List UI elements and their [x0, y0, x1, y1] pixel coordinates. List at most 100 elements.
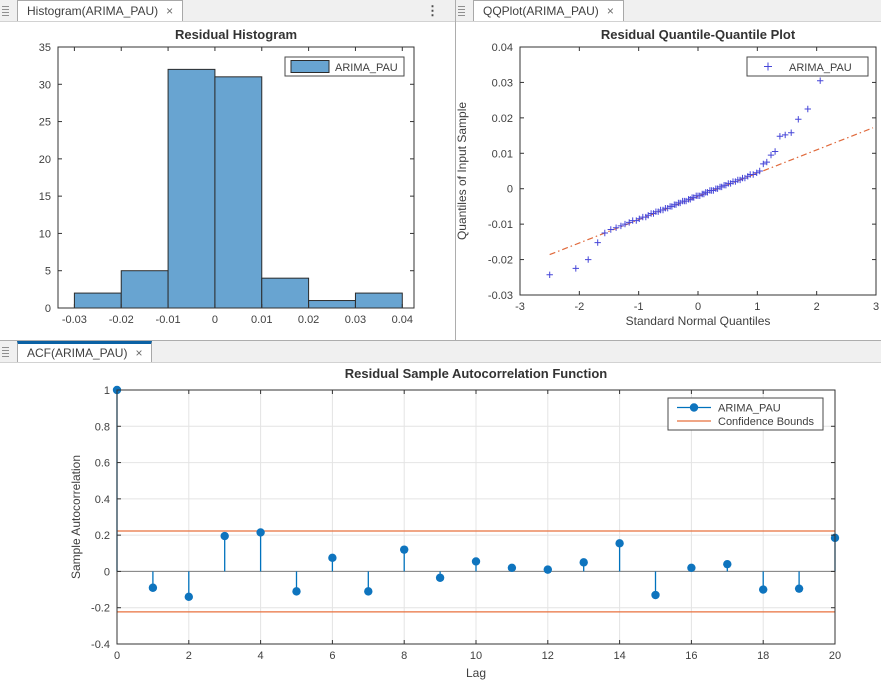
panel-grip-handle[interactable] — [0, 341, 15, 362]
tick-label: 35 — [39, 42, 51, 54]
tick-label: 0.6 — [95, 458, 110, 470]
tick-label: 0.4 — [95, 494, 110, 506]
tick-label: 0 — [212, 314, 218, 326]
tick-label: 0.01 — [251, 314, 272, 326]
tick-label: 0 — [104, 566, 110, 578]
tick-label: 4 — [258, 650, 264, 662]
plot-title: Residual Histogram — [175, 27, 297, 42]
histogram-chart: -0.03 -0.02 -0.01 0 0.01 0.02 0.03 0.04 0 5 10 15 20… — [39, 27, 415, 326]
tick-label: 0 — [114, 650, 120, 662]
tab-histogram-label: Histogram(ARIMA_PAU) — [27, 4, 159, 18]
acf-marker — [292, 587, 301, 596]
tick-label: 10 — [470, 650, 482, 662]
acf-marker — [400, 545, 409, 554]
legend-swatch — [290, 60, 330, 73]
tick-label: 0.2 — [95, 530, 110, 542]
legend-marker — [764, 62, 772, 71]
histogram-bar — [214, 76, 263, 309]
legend-label: ARIMA_PAU — [335, 62, 398, 74]
x-axis-label: Lag — [466, 666, 486, 680]
tick-label: -0.02 — [488, 255, 513, 267]
tick-label: 14 — [613, 650, 625, 662]
panel-histogram: Histogram(ARIMA_PAU) × ⋮ -0.03 -0.02 -0.01… — [0, 0, 456, 341]
tick-label: 0.03 — [345, 314, 366, 326]
histogram-bar — [73, 292, 122, 309]
panel-grip-handle[interactable] — [456, 0, 471, 21]
acf-marker — [328, 553, 337, 563]
acf-marker — [794, 584, 804, 593]
panel-qqplot: QQPlot(ARIMA_PAU) × -3 -2 -1 0 1 2 3 -0.03 -0.02… — [456, 0, 881, 341]
panel-acf: ACF(ARIMA_PAU) × 0 2 4 6 8 10 12 14 16 18 20 -0.4 -0… — [0, 341, 881, 684]
histogram-bar — [167, 68, 216, 309]
legend-label: ARIMA_PAU — [718, 403, 781, 415]
tick-label: 10 — [39, 228, 51, 240]
legend-label: ARIMA_PAU — [789, 62, 852, 74]
axes-background — [520, 47, 876, 295]
tick-label: -0.02 — [109, 314, 134, 326]
tick-label: 30 — [39, 79, 51, 91]
axes-box — [57, 46, 415, 309]
tick-label: 1 — [754, 301, 760, 313]
histogram-bar — [120, 270, 169, 309]
tick-label: 0.04 — [392, 314, 413, 326]
panel-grip-handle[interactable] — [0, 0, 15, 21]
tick-label: 0.01 — [492, 148, 513, 160]
tick-label: 0 — [507, 184, 513, 196]
histogram-bar — [308, 300, 356, 309]
tick-label: 15 — [39, 191, 51, 203]
legend-label: Confidence Bounds — [718, 416, 815, 428]
acf-marker — [723, 559, 732, 569]
tick-label: -0.01 — [156, 314, 181, 326]
acf-marker — [543, 565, 552, 574]
acf-marker — [220, 531, 229, 541]
tick-label: 0.03 — [492, 77, 513, 89]
acf-marker — [507, 563, 517, 572]
tick-label: -0.03 — [488, 290, 513, 302]
tick-label: -1 — [634, 301, 644, 313]
tick-label: 18 — [757, 650, 769, 662]
tick-label: 3 — [873, 301, 879, 313]
tab-acf-label: ACF(ARIMA_PAU) — [27, 346, 128, 360]
tick-label: 0 — [45, 303, 51, 315]
acf-tabbar: ACF(ARIMA_PAU) × — [0, 341, 881, 363]
tick-label: 16 — [685, 650, 697, 662]
tick-label: 1 — [104, 385, 110, 397]
tick-label: -0.2 — [91, 603, 110, 615]
tab-close-icon[interactable]: × — [606, 4, 614, 18]
y-axis-label: Quantiles of Input Sample — [456, 102, 469, 240]
tab-close-icon[interactable]: × — [135, 346, 143, 360]
x-axis-label: Standard Normal Quantiles — [626, 314, 771, 328]
panel-menu-button[interactable]: ⋮ — [426, 3, 439, 18]
tick-label: 5 — [45, 266, 51, 278]
tick-label: 8 — [401, 650, 407, 662]
tick-label: 20 — [829, 650, 841, 662]
tick-label: 2 — [186, 650, 192, 662]
tick-label: 0 — [695, 301, 701, 313]
histogram-bar — [354, 292, 403, 309]
legend-box — [746, 56, 869, 77]
tab-histogram[interactable]: Histogram(ARIMA_PAU) × — [17, 0, 184, 21]
acf-marker — [687, 563, 696, 572]
qqplot-tabbar: QQPlot(ARIMA_PAU) × — [456, 0, 881, 22]
tick-label: 20 — [39, 154, 51, 166]
acf-marker — [471, 557, 481, 566]
tick-label: 12 — [542, 650, 554, 662]
tick-label: -0.03 — [62, 314, 87, 326]
tick-label: 25 — [39, 117, 51, 129]
tick-label: 0.8 — [95, 421, 110, 433]
tab-acf[interactable]: ACF(ARIMA_PAU) × — [17, 341, 153, 362]
tab-qqplot[interactable]: QQPlot(ARIMA_PAU) × — [473, 0, 624, 21]
tick-label: -0.01 — [488, 219, 513, 231]
qq-point-markers — [546, 77, 824, 278]
tab-close-icon[interactable]: × — [166, 4, 174, 18]
acf-marker — [435, 573, 445, 582]
acf-chart: 0 2 4 6 8 10 12 14 16 18 20 -0.4 -0.2 0 0.2 0.4 0.6 0.8 1 R… — [69, 366, 841, 680]
acf-marker — [148, 583, 158, 592]
acf-marker — [579, 558, 588, 567]
plot-title: Residual Sample Autocorrelation Function — [345, 366, 607, 381]
qqplot-chart: -3 -2 -1 0 1 2 3 -0.03 -0.02 -0.01 0 0.01 0.02 0.03 0.… — [456, 27, 879, 328]
histogram-tabbar: Histogram(ARIMA_PAU) × ⋮ — [0, 0, 455, 22]
tick-label: -2 — [574, 301, 584, 313]
legend-marker — [689, 403, 699, 412]
histogram-bar — [261, 277, 310, 309]
